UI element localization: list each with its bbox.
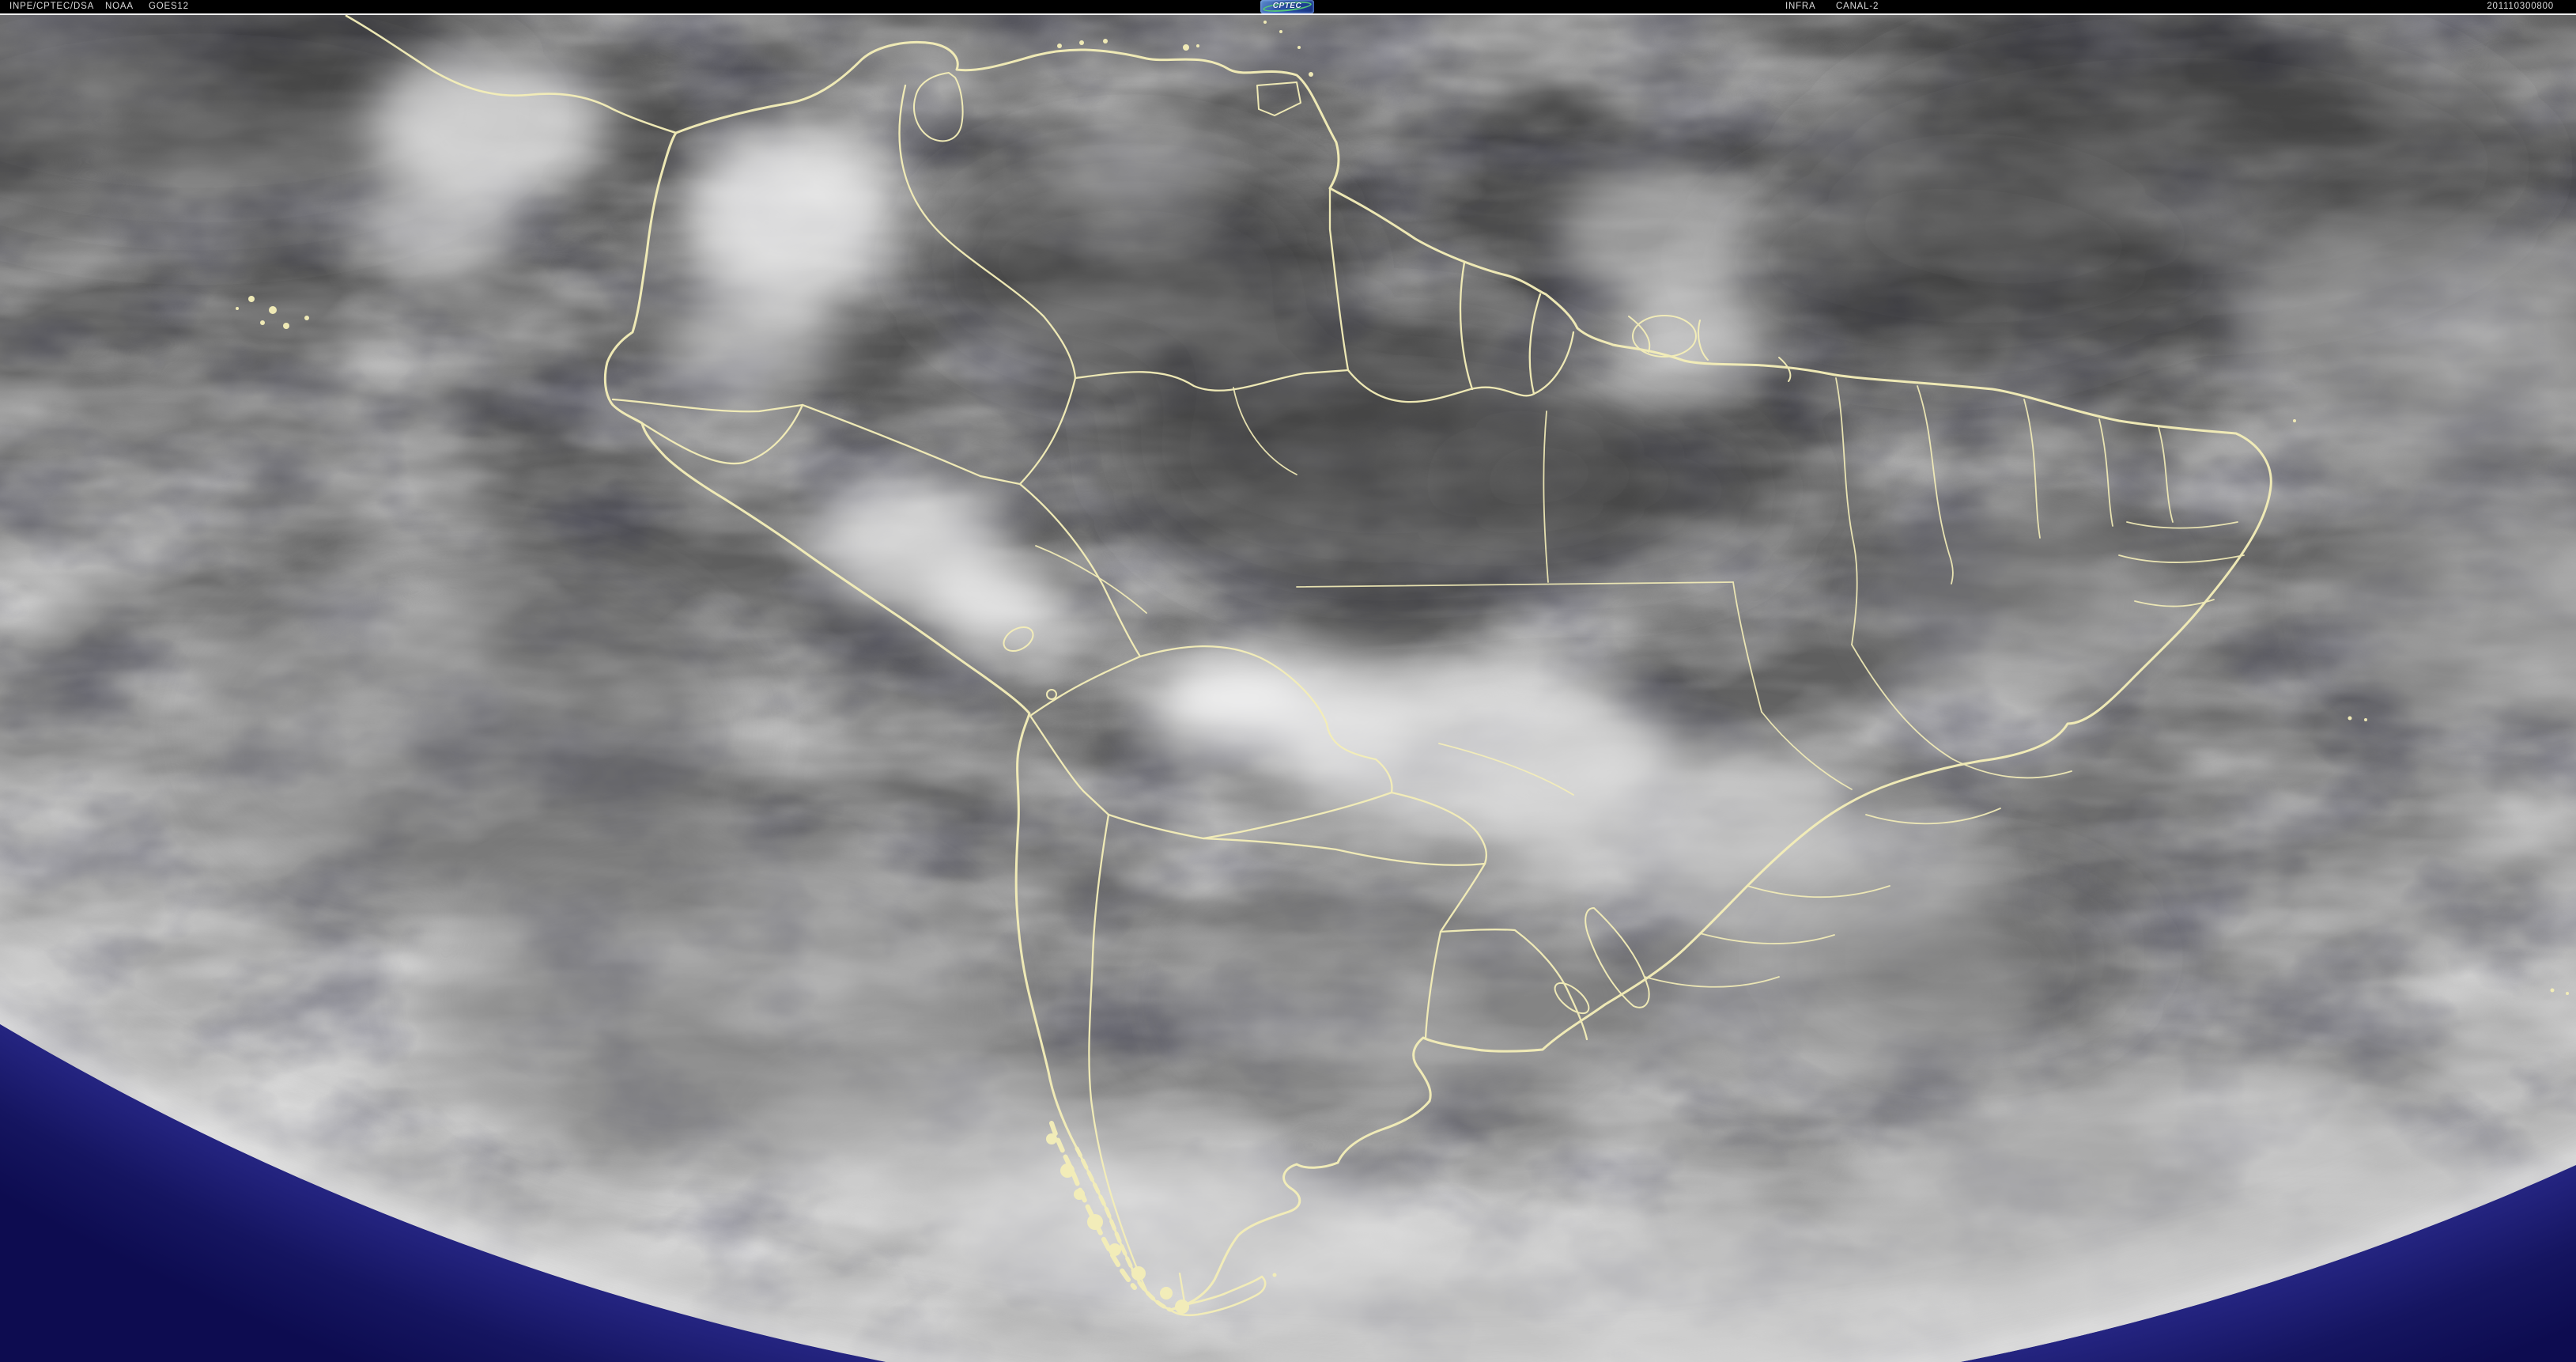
central-america-coastline <box>345 14 678 134</box>
source-label: INPE/CPTEC/DSA <box>9 2 95 11</box>
cptec-logo: CPTEC <box>1260 0 1314 14</box>
trinidad-outline <box>1256 81 1301 116</box>
south-america-coastline <box>603 40 2272 1311</box>
lake-maracaibo <box>913 72 964 142</box>
channel-label: CANAL-2 <box>1836 2 1879 11</box>
product-label: INFRA <box>1785 2 1816 11</box>
satellite-label: GOES12 <box>149 2 189 11</box>
country-borders <box>611 84 1588 1313</box>
separator-line <box>0 13 2576 15</box>
lakes <box>913 72 1650 1015</box>
amazon-delta <box>1628 315 1792 382</box>
state-borders <box>1035 377 2245 988</box>
laguna-merin <box>1554 982 1590 1015</box>
island-dots <box>236 21 2569 1277</box>
timestamp-label: 201110300800 <box>2487 2 2554 11</box>
cptec-logo-text: CPTEC <box>1272 2 1302 10</box>
lake-poopo <box>1046 689 1057 700</box>
patagonia-archipelago <box>1046 1121 1267 1317</box>
map-overlay <box>236 14 2569 1317</box>
lake-titicaca <box>1003 626 1034 653</box>
agency-label: NOAA <box>105 2 134 11</box>
tierra-del-fuego <box>1169 1275 1267 1317</box>
laguna-dos-patos <box>1585 907 1650 1008</box>
